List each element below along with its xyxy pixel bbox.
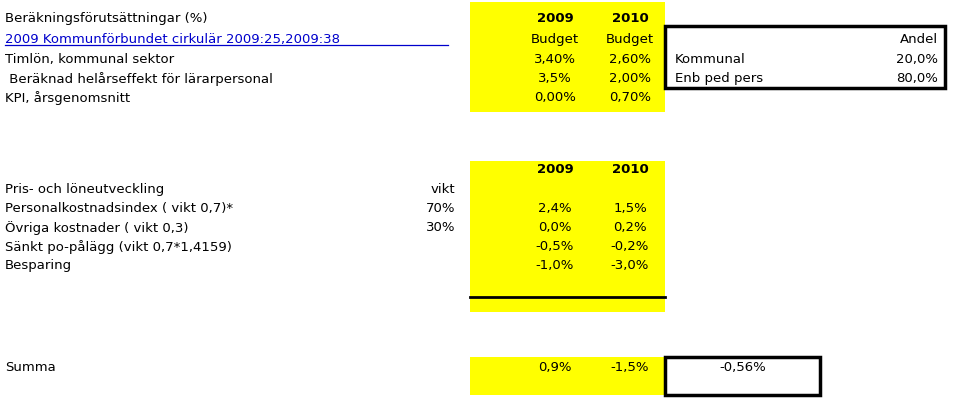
Text: 2009: 2009 bbox=[537, 12, 573, 25]
Text: 2,4%: 2,4% bbox=[538, 202, 572, 214]
Text: 2009 Kommunförbundet cirkulär 2009:25,2009:38: 2009 Kommunförbundet cirkulär 2009:25,20… bbox=[5, 33, 340, 46]
Text: Personalkostnadsindex ( vikt 0,7)*: Personalkostnadsindex ( vikt 0,7)* bbox=[5, 202, 233, 214]
Bar bbox=[470, 3, 665, 113]
Text: 2010: 2010 bbox=[612, 12, 648, 25]
Text: -1,0%: -1,0% bbox=[536, 259, 574, 271]
Text: Summa: Summa bbox=[5, 360, 56, 373]
Text: 0,2%: 0,2% bbox=[613, 221, 646, 233]
Text: -0,5%: -0,5% bbox=[536, 240, 574, 252]
Text: 70%: 70% bbox=[426, 202, 455, 214]
Text: Budget: Budget bbox=[531, 33, 579, 46]
Text: Övriga kostnader ( vikt 0,3): Övriga kostnader ( vikt 0,3) bbox=[5, 221, 189, 235]
Text: 1,5%: 1,5% bbox=[613, 202, 647, 214]
Text: Budget: Budget bbox=[606, 33, 654, 46]
Text: Besparing: Besparing bbox=[5, 259, 72, 271]
Text: 20,0%: 20,0% bbox=[896, 53, 938, 66]
Bar bbox=[665, 27, 945, 89]
Text: 3,40%: 3,40% bbox=[534, 53, 576, 66]
Text: -3,0%: -3,0% bbox=[611, 259, 649, 271]
Text: -1,5%: -1,5% bbox=[611, 360, 649, 373]
Text: 30%: 30% bbox=[426, 221, 455, 233]
Text: vikt: vikt bbox=[431, 183, 455, 195]
Text: 2,00%: 2,00% bbox=[609, 72, 651, 85]
Text: 0,00%: 0,00% bbox=[534, 91, 576, 104]
Text: 80,0%: 80,0% bbox=[896, 72, 938, 85]
Bar bbox=[470, 357, 665, 395]
Text: Beräkningsförutsättningar (%): Beräkningsförutsättningar (%) bbox=[5, 12, 207, 25]
Text: Sänkt po-pålägg (vikt 0,7*1,4159): Sänkt po-pålägg (vikt 0,7*1,4159) bbox=[5, 240, 232, 253]
Text: 0,70%: 0,70% bbox=[609, 91, 651, 104]
Text: -0,56%: -0,56% bbox=[719, 360, 766, 373]
Text: Timlön, kommunal sektor: Timlön, kommunal sektor bbox=[5, 53, 175, 66]
Text: KPI, årsgenomsnitt: KPI, årsgenomsnitt bbox=[5, 91, 130, 105]
Text: 2009: 2009 bbox=[537, 163, 573, 176]
Text: Kommunal: Kommunal bbox=[675, 53, 746, 66]
Text: Enb ped pers: Enb ped pers bbox=[675, 72, 763, 85]
Text: Beräknad helårseffekt för lärarpersonal: Beräknad helårseffekt för lärarpersonal bbox=[5, 72, 273, 86]
Text: 0,0%: 0,0% bbox=[538, 221, 572, 233]
Text: 3,5%: 3,5% bbox=[538, 72, 572, 85]
Bar bbox=[665, 357, 820, 395]
Text: Andel: Andel bbox=[900, 33, 938, 46]
Text: 2,60%: 2,60% bbox=[609, 53, 651, 66]
Text: 0,9%: 0,9% bbox=[538, 360, 572, 373]
Text: -0,2%: -0,2% bbox=[611, 240, 649, 252]
Text: 2010: 2010 bbox=[612, 163, 648, 176]
Text: Pris- och löneutveckling: Pris- och löneutveckling bbox=[5, 183, 164, 195]
Bar bbox=[470, 297, 665, 312]
Bar bbox=[470, 161, 665, 297]
